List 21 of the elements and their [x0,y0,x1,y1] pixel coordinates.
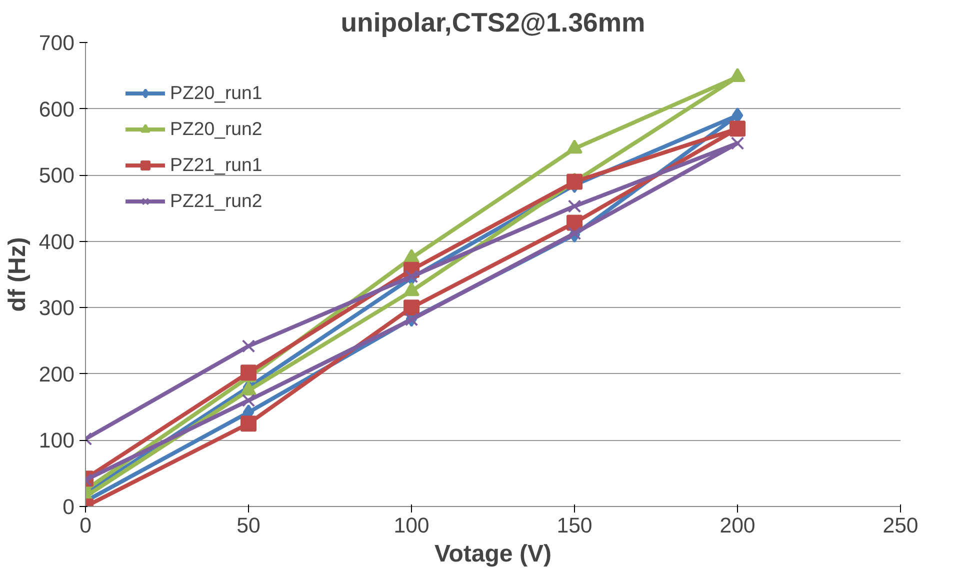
y-tick-label: 0 [62,495,75,519]
y-tick-label: 300 [38,296,75,320]
legend-label: PZ21_run2 [170,190,262,212]
y-tick-label: 600 [38,97,75,122]
y-tick-label: 500 [38,164,75,188]
x-tick-label: 100 [394,514,430,538]
x-tick-label: 0 [80,514,92,538]
legend-label: PZ21_run1 [170,154,262,176]
y-tick-label: 200 [38,362,75,386]
x-tick-label: 200 [720,514,756,538]
legend-label: PZ20_run2 [170,118,262,140]
y-tick-label: 100 [38,428,75,453]
x-tick-label: 50 [236,514,260,538]
chart-title: unipolar,CTS2@1.36mm [340,8,646,38]
x-tick-label: 150 [556,514,592,538]
y-tick-label: 700 [38,31,75,55]
x-axis-title: Votage (V) [434,540,552,568]
y-axis-title: df (Hz) [4,237,31,312]
x-tick-label: 250 [882,514,918,538]
legend-label: PZ20_run1 [170,82,262,104]
y-tick-label: 400 [38,230,75,254]
